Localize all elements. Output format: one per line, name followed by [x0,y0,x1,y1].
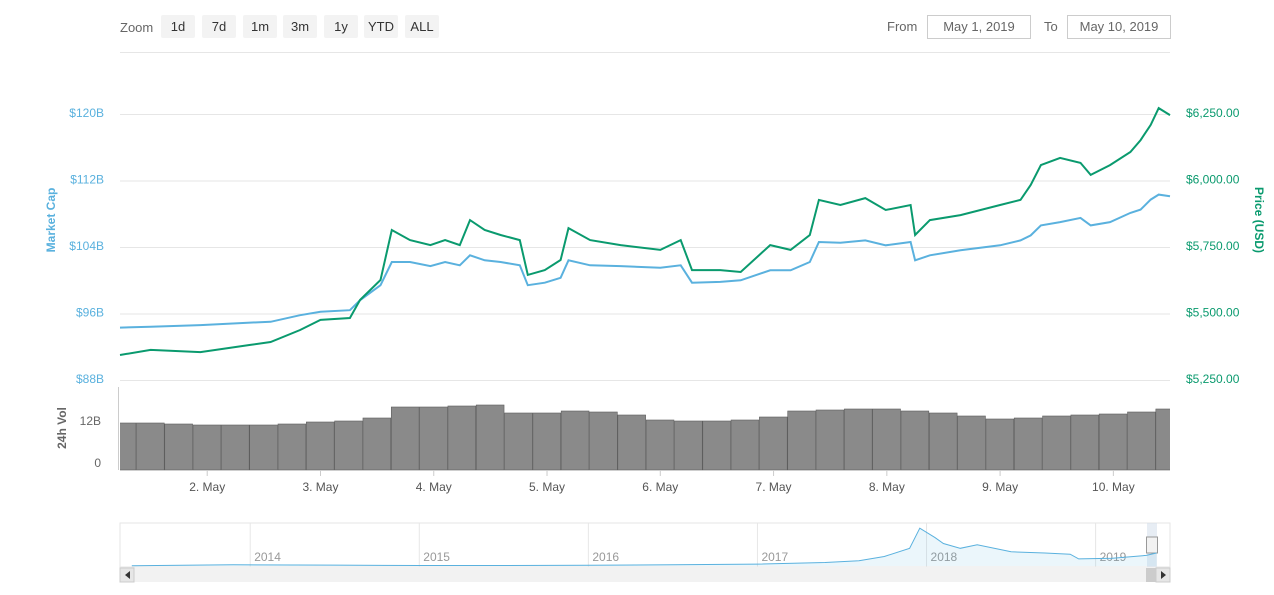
nav-tick-label: 2016 [592,550,619,564]
volume-bar [419,406,448,471]
volume-bar [504,412,533,471]
volume-bar [645,419,675,471]
nav-line [131,527,1157,567]
volume-bar [164,423,193,471]
volume-bar [447,405,477,471]
zoom-button[interactable]: 3m [283,15,317,38]
volume-bar [1155,408,1170,471]
series-line [119,193,1171,329]
arrow-right [1161,571,1166,579]
y2-tick-label: $5,750.00 [1186,239,1240,253]
zoom-button[interactable]: ALL [405,15,439,38]
volume-bar [532,412,561,471]
y-tick-label: $112B [70,173,104,187]
x-tick-label: 9. May [982,480,1018,494]
y2-tick-label: $6,000.00 [1186,173,1240,187]
volume-bar [475,404,505,471]
y-axis-title: Market Cap [44,188,58,253]
nav-tick-label: 2017 [761,550,788,564]
volume-bar [221,424,250,471]
x-tick-label: 7. May [756,480,792,494]
zoom-button[interactable]: 1y [324,15,358,38]
to-input[interactable]: May 10, 2019 [1067,15,1171,39]
volume-bar [136,422,165,471]
volume-bar [306,421,335,471]
x-tick-label: 8. May [869,480,905,494]
series-line [119,106,1171,356]
to-label: To [1044,19,1058,34]
y-tick-label: $104B [69,239,104,253]
volume-bar [844,408,873,471]
nav-area [131,528,1157,566]
x-tick-label: 6. May [642,480,678,494]
x-tick-label: 4. May [416,480,452,494]
volume-bar [1070,414,1100,471]
vol-tick-label: 0 [94,456,101,470]
volume-bar [390,406,420,471]
x-tick-label: 3. May [302,480,338,494]
volume-bar [277,423,307,471]
x-tick-label: 5. May [529,480,565,494]
navigator-frame [119,522,1171,568]
x-tick-label: 2. May [189,480,225,494]
y2-tick-label: $5,500.00 [1186,306,1240,320]
from-input[interactable]: May 1, 2019 [927,15,1031,39]
volume-bar [957,415,986,471]
volume-bar [362,417,392,471]
volume-bar [589,411,618,471]
y-tick-label: $120B [69,106,104,120]
volume-bar [192,424,222,471]
volume-bar [617,414,646,471]
volume-bar [872,408,901,471]
volume-bar [702,420,731,471]
arrow-left [125,571,130,579]
volume-bar [929,412,958,471]
zoom-button[interactable]: YTD [364,15,398,38]
volume-bar [334,420,363,471]
y-tick-label: $96B [76,306,104,320]
vol-axis-title: 24h Vol [55,407,69,449]
volume-bar [560,410,590,471]
nav-tick-label: 2014 [254,550,281,564]
from-label: From [887,19,918,34]
volume-bar [1127,411,1156,471]
zoom-button[interactable]: 1d [161,15,195,38]
vol-tick-label: 12B [80,414,101,428]
nav-tick-label: 2018 [931,550,958,564]
volume-bar [120,422,137,471]
volume-bar [730,419,760,471]
volume-bar [787,410,816,471]
zoom-label: Zoom [120,20,154,35]
volume-bar [674,420,703,471]
navigator-handle[interactable] [1146,536,1158,554]
volume-bar [249,424,278,471]
volume-bar [815,409,845,471]
nav-tick-label: 2015 [423,550,450,564]
zoom-button[interactable]: 1m [243,15,277,38]
scrollbar-track[interactable] [120,568,1170,582]
volume-bar [759,416,788,471]
y2-axis-title: Price (USD) [1252,187,1266,253]
volume-bar [900,410,930,471]
volume-bar [1042,415,1071,471]
volume-bar [1098,413,1128,471]
y2-tick-label: $6,250.00 [1186,106,1240,120]
y-tick-label: $88B [76,372,104,386]
volume-bar [985,418,1015,471]
y2-tick-label: $5,250.00 [1186,372,1240,386]
volume-bars [120,404,1170,471]
volume-bar [1013,417,1043,471]
x-tick-label: 10. May [1092,480,1135,494]
nav-tick-label: 2019 [1100,550,1127,564]
scrollbar-thumb[interactable] [1146,568,1156,582]
zoom-button[interactable]: 7d [202,15,236,38]
